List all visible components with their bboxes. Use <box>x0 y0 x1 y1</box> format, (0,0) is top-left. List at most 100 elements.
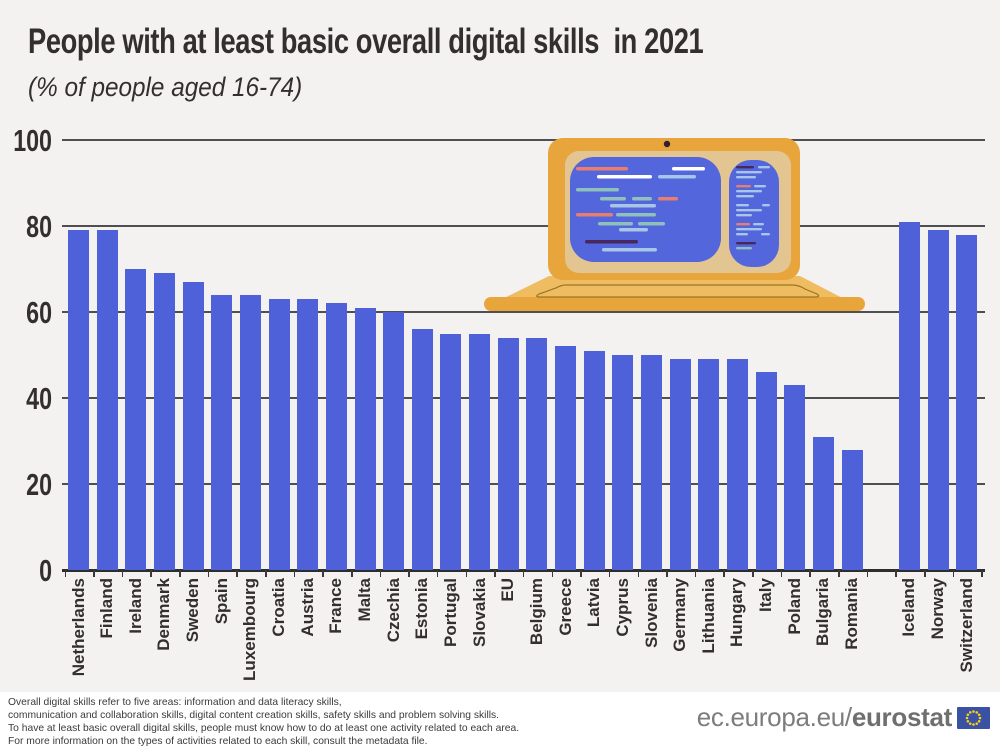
bar-greece <box>555 346 577 570</box>
bar-poland <box>784 385 806 570</box>
x-label-slovenia: Slovenia <box>641 578 661 648</box>
bar-portugal <box>440 333 462 570</box>
x-label-belgium: Belgium <box>526 578 546 646</box>
y-gridline-60 <box>62 311 985 313</box>
bar-latvia <box>583 350 605 570</box>
x-axis-tick <box>408 570 410 577</box>
bar-cyprus <box>612 355 634 570</box>
y-tick-label-80: 80 <box>26 209 52 244</box>
y-gridline-80 <box>62 225 985 227</box>
bar-slovenia <box>641 355 662 570</box>
x-axis-tick <box>608 570 611 577</box>
bar-belgium <box>526 337 548 570</box>
laptop-keyboard <box>494 276 852 303</box>
x-axis-tick <box>551 570 554 577</box>
x-axis-tick <box>93 570 95 577</box>
x-axis-tick <box>981 570 983 577</box>
bar-slovakia <box>469 333 491 570</box>
x-label-estonia: Estonia <box>412 578 432 640</box>
eu-flag-icon <box>957 706 990 729</box>
x-label-poland: Poland <box>784 578 804 635</box>
y-gridline-40 <box>62 397 985 399</box>
bar-hungary <box>726 359 748 570</box>
bar-spain <box>211 294 233 570</box>
x-axis-tick <box>322 570 324 577</box>
laptop-screen-left <box>570 157 721 262</box>
y-gridline-20 <box>62 483 985 485</box>
footnote-line: communication and collaboration skills, … <box>8 710 500 721</box>
x-axis-tick <box>379 570 382 577</box>
x-label-lithuania: Lithuania <box>698 578 718 654</box>
code-lines-right <box>736 166 770 250</box>
x-axis-tick <box>694 570 697 577</box>
y-tick-label-60: 60 <box>26 295 52 330</box>
x-axis-tick <box>666 570 668 577</box>
x-label-finland: Finland <box>97 578 117 639</box>
x-label-malta: Malta <box>355 578 374 622</box>
footnote-line: Overall digital skills refer to five are… <box>8 697 342 708</box>
x-label-luxembourg: Luxembourg <box>240 578 260 681</box>
x-axis-tick <box>924 570 926 577</box>
x-axis-tick <box>752 570 754 577</box>
x-label-switzerland: Switzerland <box>956 578 976 673</box>
bar-france <box>325 303 347 570</box>
x-label-romania: Romania <box>842 578 862 650</box>
x-axis-tick <box>293 570 296 577</box>
x-axis-tick <box>121 570 124 577</box>
bar-malta <box>354 307 376 570</box>
x-axis-tick <box>64 570 66 577</box>
bar-norway <box>927 230 949 570</box>
x-label-latvia: Latvia <box>584 578 604 628</box>
x-axis-tick <box>895 570 897 577</box>
eurostat-branding: ec.europa.eu/eurostat <box>697 702 990 733</box>
x-label-hungary: Hungary <box>727 578 747 647</box>
x-axis-tick <box>637 570 639 577</box>
x-label-czechia: Czechia <box>383 578 403 643</box>
x-label-sweden: Sweden <box>183 578 203 643</box>
bar-netherlands <box>68 230 89 570</box>
footer: Overall digital skills refer to five are… <box>0 692 1000 747</box>
eu-stars <box>965 709 982 726</box>
x-axis-tick <box>265 570 267 577</box>
bar-bulgaria <box>812 436 834 570</box>
x-label-spain: Spain <box>211 578 231 625</box>
bar-austria <box>297 299 319 570</box>
footnote-line: To have at least basic overall digital s… <box>8 723 520 734</box>
bar-romania <box>841 449 863 570</box>
x-axis-tick <box>236 570 238 577</box>
bar-eu <box>497 337 519 570</box>
bar-czechia <box>383 312 405 570</box>
x-label-italy: Italy <box>756 578 776 613</box>
x-label-france: France <box>326 578 346 634</box>
bar-denmark <box>153 273 175 570</box>
bar-finland <box>96 230 118 570</box>
x-axis-tick <box>522 570 525 577</box>
x-axis-tick <box>723 570 725 577</box>
x-label-bulgaria: Bulgaria <box>813 578 833 647</box>
bar-ireland <box>125 269 147 570</box>
code-lines-left <box>576 167 705 252</box>
bar-italy <box>755 372 777 570</box>
footnotes: Overall digital skills refer to five are… <box>8 696 519 747</box>
bar-luxembourg <box>239 294 261 570</box>
x-label-cyprus: Cyprus <box>612 578 632 637</box>
y-tick-label-100: 100 <box>13 123 52 158</box>
x-label-eu: EU <box>498 578 518 602</box>
laptop-illustration <box>484 138 865 311</box>
brand-name: eurostat <box>851 702 952 732</box>
y-tick-label-40: 40 <box>26 381 52 416</box>
x-axis-tick <box>207 570 210 577</box>
chart-title: People with at least basic overall digit… <box>28 22 704 61</box>
bar-croatia <box>268 299 290 570</box>
x-axis-tick <box>780 570 783 577</box>
x-label-netherlands: Netherlands <box>68 578 88 677</box>
y-gridline-100 <box>62 139 985 141</box>
bar-estonia <box>411 329 433 570</box>
x-axis-tick <box>351 570 353 577</box>
bar-iceland <box>898 221 920 570</box>
x-axis-tick <box>150 570 152 577</box>
bar-sweden <box>182 281 204 570</box>
x-axis-tick <box>580 570 582 577</box>
